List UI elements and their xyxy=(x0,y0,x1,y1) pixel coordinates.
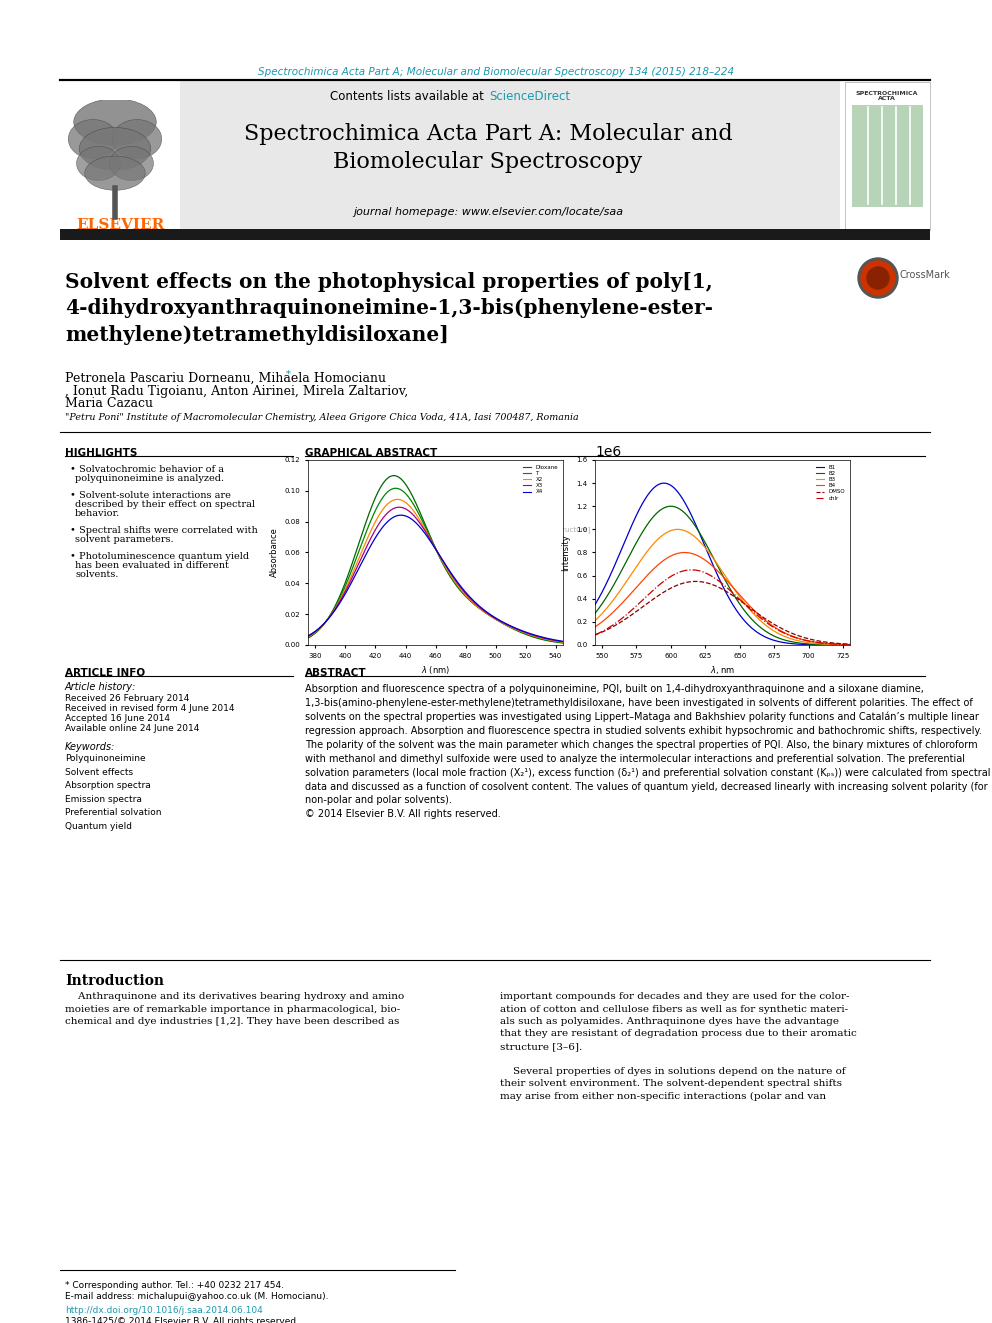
Bar xyxy=(845,82,930,230)
Text: * Corresponding author. Tel.: +40 0232 217 454.: * Corresponding author. Tel.: +40 0232 2… xyxy=(65,1281,284,1290)
Bar xyxy=(852,105,923,206)
Text: [structure]: [structure] xyxy=(554,527,590,533)
Text: Received in revised form 4 June 2014: Received in revised form 4 June 2014 xyxy=(65,704,234,713)
Y-axis label: Absorbance: Absorbance xyxy=(270,528,279,577)
Ellipse shape xyxy=(76,147,120,180)
Ellipse shape xyxy=(109,147,154,180)
Bar xyxy=(60,229,930,239)
Text: *: * xyxy=(286,370,291,378)
Circle shape xyxy=(858,258,898,298)
Y-axis label: Intensity: Intensity xyxy=(561,534,570,572)
Text: 1386-1425/© 2014 Elsevier B.V. All rights reserved.: 1386-1425/© 2014 Elsevier B.V. All right… xyxy=(65,1316,299,1323)
Text: Contents lists available at: Contents lists available at xyxy=(330,90,488,103)
Text: • Spectral shifts were correlated with: • Spectral shifts were correlated with xyxy=(70,527,258,534)
Ellipse shape xyxy=(112,119,162,159)
Text: ELSEVIER: ELSEVIER xyxy=(75,218,164,232)
Ellipse shape xyxy=(73,99,157,146)
Text: important compounds for decades and they are used for the color-
ation of cotton: important compounds for decades and they… xyxy=(500,992,857,1101)
Text: CrossMark: CrossMark xyxy=(900,270,950,280)
Text: Absorption and fluorescence spectra of a polyquinoneimine, PQI, built on 1,4-dih: Absorption and fluorescence spectra of a… xyxy=(305,684,990,819)
Text: • Solvatochromic behavior of a: • Solvatochromic behavior of a xyxy=(70,464,224,474)
Text: • Photoluminescence quantum yield: • Photoluminescence quantum yield xyxy=(70,552,249,561)
Text: behavior.: behavior. xyxy=(75,509,120,519)
Text: GRAPHICAL ABSTRACT: GRAPHICAL ABSTRACT xyxy=(305,448,437,458)
Text: journal homepage: www.elsevier.com/locate/saa: journal homepage: www.elsevier.com/locat… xyxy=(353,206,623,217)
Legend: B1, B2, B3, B4, DMSO, chlr: B1, B2, B3, B4, DMSO, chlr xyxy=(813,463,847,503)
Text: polyquinoneimine is analyzed.: polyquinoneimine is analyzed. xyxy=(75,474,224,483)
Legend: Dioxane, T, X2, X3, X4: Dioxane, T, X2, X3, X4 xyxy=(521,463,560,496)
Text: SPECTROCHIMICA
ACTA: SPECTROCHIMICA ACTA xyxy=(856,90,919,102)
Text: , Ionut Radu Tigoianu, Anton Airinei, Mirela Zaltariov,: , Ionut Radu Tigoianu, Anton Airinei, Mi… xyxy=(65,385,409,398)
Text: solvent parameters.: solvent parameters. xyxy=(75,534,174,544)
Bar xyxy=(60,79,180,232)
Text: Introduction: Introduction xyxy=(65,974,164,988)
Text: Received 26 February 2014: Received 26 February 2014 xyxy=(65,695,189,703)
Text: http://dx.doi.org/10.1016/j.saa.2014.06.104: http://dx.doi.org/10.1016/j.saa.2014.06.… xyxy=(65,1306,263,1315)
X-axis label: $\lambda$ (nm): $\lambda$ (nm) xyxy=(421,664,450,676)
Text: Maria Cazacu: Maria Cazacu xyxy=(65,397,153,410)
Text: Accepted 16 June 2014: Accepted 16 June 2014 xyxy=(65,714,170,722)
Text: Anthraquinone and its derivatives bearing hydroxy and amino
moieties are of rema: Anthraquinone and its derivatives bearin… xyxy=(65,992,405,1027)
Bar xyxy=(180,79,840,232)
Text: E-mail address: michalupui@yahoo.co.uk (M. Homocianu).: E-mail address: michalupui@yahoo.co.uk (… xyxy=(65,1293,328,1301)
Text: HIGHLIGHTS: HIGHLIGHTS xyxy=(65,448,137,458)
Ellipse shape xyxy=(79,127,151,171)
Ellipse shape xyxy=(84,156,145,191)
Text: described by their effect on spectral: described by their effect on spectral xyxy=(75,500,255,509)
Text: Spectrochimica Acta Part A: Molecular and
Biomolecular Spectroscopy: Spectrochimica Acta Part A: Molecular an… xyxy=(244,123,732,172)
Text: has been evaluated in different: has been evaluated in different xyxy=(75,561,229,570)
Text: ScienceDirect: ScienceDirect xyxy=(489,90,570,103)
Text: Available online 24 June 2014: Available online 24 June 2014 xyxy=(65,724,199,733)
Text: "Petru Poni" Institute of Macromolecular Chemistry, Aleea Grigore Chica Voda, 41: "Petru Poni" Institute of Macromolecular… xyxy=(65,413,578,422)
Text: Keywords:: Keywords: xyxy=(65,742,115,751)
Text: Article history:: Article history: xyxy=(65,681,136,692)
Text: solvents.: solvents. xyxy=(75,570,118,579)
Text: ABSTRACT: ABSTRACT xyxy=(305,668,367,677)
Circle shape xyxy=(861,261,895,295)
Text: Polyquinoneimine
Solvent effects
Absorption spectra
Emission spectra
Preferentia: Polyquinoneimine Solvent effects Absorpt… xyxy=(65,754,162,831)
Ellipse shape xyxy=(68,119,118,159)
Text: • Solvent-solute interactions are: • Solvent-solute interactions are xyxy=(70,491,231,500)
Text: Petronela Pascariu Dorneanu, Mihaela Homocianu: Petronela Pascariu Dorneanu, Mihaela Hom… xyxy=(65,372,386,385)
Text: Solvent effects on the photophysical properties of poly[1,
4-dihydroxyanthraquin: Solvent effects on the photophysical pro… xyxy=(65,273,713,345)
Text: Spectrochimica Acta Part A; Molecular and Biomolecular Spectroscopy 134 (2015) 2: Spectrochimica Acta Part A; Molecular an… xyxy=(258,67,734,77)
X-axis label: $\lambda$, nm: $\lambda$, nm xyxy=(710,664,735,676)
Text: ARTICLE INFO: ARTICLE INFO xyxy=(65,668,145,677)
Circle shape xyxy=(867,267,889,288)
